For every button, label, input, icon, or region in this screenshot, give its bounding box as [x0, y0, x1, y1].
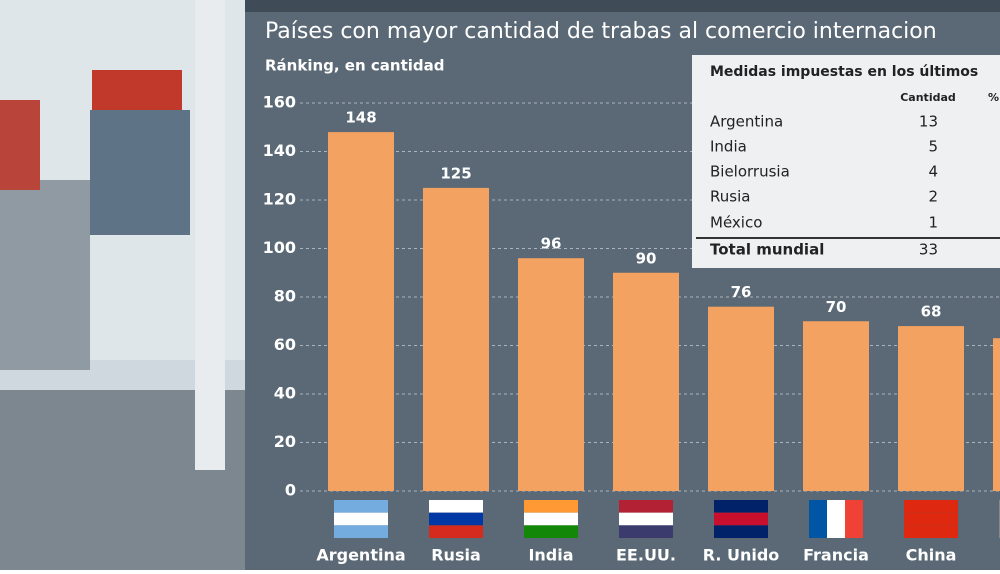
flag [904, 512, 958, 526]
flag [524, 525, 578, 539]
flag [429, 500, 483, 513]
flag [429, 525, 483, 539]
inset-background [692, 55, 1000, 268]
y-tick-label: 40 [274, 384, 296, 403]
inset-row-label: Total mundial [710, 241, 824, 259]
value-label: 68 [921, 303, 942, 321]
flag [714, 525, 768, 539]
inset-row-label: India [710, 138, 747, 156]
x-tick-label: EE.UU. [616, 546, 676, 565]
x-tick-label: Argentina [316, 546, 405, 565]
flag [827, 500, 845, 538]
inset-row-value: 4 [928, 163, 938, 181]
inset-row-value: 1 [928, 214, 938, 232]
y-tick-label: 160 [263, 93, 296, 112]
bar [898, 326, 964, 491]
y-tick-label: 120 [263, 190, 296, 209]
inset-row-label: Bielorrusia [710, 163, 790, 181]
plot: 020406080100120140160148Argentina125Rusi… [263, 93, 1000, 565]
flag [524, 512, 578, 526]
flag [845, 500, 863, 538]
y-tick-label: 0 [285, 481, 296, 500]
value-label: 148 [345, 109, 376, 127]
flag [714, 512, 768, 526]
flag [619, 500, 673, 513]
bar [993, 338, 1000, 491]
bar [803, 321, 869, 491]
flag [809, 500, 827, 538]
bar [328, 132, 394, 491]
flag [714, 500, 768, 513]
y-tick-label: 80 [274, 287, 296, 306]
flag [619, 525, 673, 539]
inset-row-label: México [710, 214, 762, 232]
flag [904, 525, 958, 539]
chart-title: Países con mayor cantidad de trabas al c… [265, 19, 937, 44]
flag [904, 500, 958, 513]
x-tick-label: Rusia [431, 546, 481, 565]
value-label: 125 [440, 164, 471, 182]
photo-crane [92, 70, 182, 110]
inset-column: % [988, 91, 999, 104]
flag [334, 512, 388, 526]
x-tick-label: China [906, 546, 957, 565]
inset-row-label: Argentina [710, 113, 783, 131]
inset-row-label: Rusia [710, 188, 750, 206]
inset-row-value: 33 [919, 241, 938, 259]
y-tick-label: 20 [274, 432, 296, 451]
value-label: 96 [541, 235, 562, 253]
flag [524, 500, 578, 513]
y-tick-label: 140 [263, 141, 296, 160]
inset-table: Medidas impuestas en los últimos Cantidad… [692, 55, 1000, 268]
value-label: 90 [636, 249, 657, 267]
inset-column: Cantidad [900, 91, 956, 104]
bar [518, 258, 584, 491]
inset-row-value: 5 [928, 138, 938, 156]
inset-title: Medidas impuestas en los últimos [710, 64, 978, 80]
flag [619, 512, 673, 526]
flag [334, 525, 388, 539]
inset-row-value: 2 [928, 188, 938, 206]
y-tick-label: 100 [263, 238, 296, 257]
chart-subtitle: Ránking, en cantidad [265, 57, 444, 75]
bar [613, 272, 679, 491]
flag [334, 500, 388, 513]
value-label: 76 [731, 283, 752, 301]
value-label: 70 [826, 298, 847, 316]
bar [423, 187, 489, 491]
photo-crane [0, 100, 40, 190]
photo-pole [195, 0, 225, 470]
photo-ship [0, 180, 90, 370]
x-tick-label: R. Unido [703, 546, 780, 565]
y-tick-label: 60 [274, 335, 296, 354]
x-tick-label: India [528, 546, 573, 565]
x-tick-label: Francia [803, 546, 869, 565]
bar [708, 306, 774, 491]
inset-row-value: 13 [919, 113, 938, 131]
flag [429, 512, 483, 526]
header-band [245, 0, 1000, 12]
photo-container [90, 110, 190, 235]
